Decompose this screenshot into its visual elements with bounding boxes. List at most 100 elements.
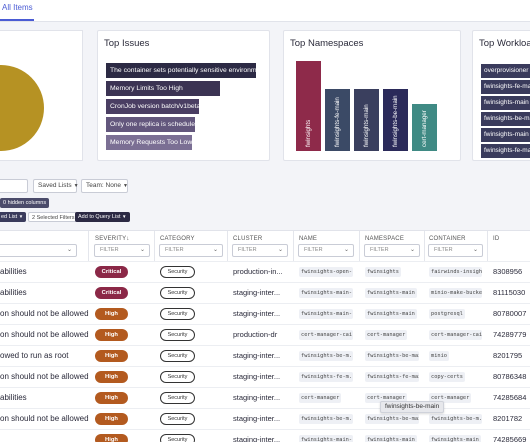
namespace-bar[interactable]: fwinsights-be-main <box>383 89 408 151</box>
id-header[interactable]: ID <box>493 236 500 242</box>
chevron-down-icon: ⌄ <box>139 247 145 253</box>
row-title: on should not be allowed <box>0 330 89 339</box>
workload-bar[interactable]: fwinsights-main <box>481 96 530 110</box>
cluster-cell: staging-inter... <box>233 351 281 360</box>
list-button[interactable]: ed List ▼ <box>0 212 27 222</box>
container-header[interactable]: CONTAINER <box>429 236 466 242</box>
severity-badge: High <box>95 371 128 383</box>
row-title: on should not be allowed <box>0 309 89 318</box>
saved-lists-label: Saved Lists <box>38 182 72 189</box>
category-badge: Security <box>160 308 195 320</box>
namespace-cell: fwinsights-fe-main <box>365 372 419 382</box>
category-header[interactable]: CATEGORY <box>160 236 195 242</box>
name-cell: fwinsights-main-... <box>299 309 353 319</box>
severity-badge: High <box>95 329 128 341</box>
issue-bar[interactable]: Memory Requests Too Low <box>106 135 192 150</box>
add-to-query-list-button[interactable]: Add to Query List ▼ <box>75 212 130 222</box>
cluster-header[interactable]: CLUSTER <box>233 236 263 242</box>
category-filter[interactable]: FILTER ⌄ <box>159 244 223 257</box>
table-row[interactable]: on should not be allowed High Security stag… <box>0 303 530 324</box>
name-filter[interactable]: FILTER ⌄ <box>298 244 354 257</box>
table-row[interactable]: abilities Critical Security staging-inter..… <box>0 282 530 303</box>
namespace-filter[interactable]: FILTER ⌄ <box>364 244 420 257</box>
table-row[interactable]: owed to run as root High Security staging-i… <box>0 345 530 366</box>
tab-all-items[interactable]: All Items <box>2 3 33 12</box>
name-header[interactable]: NAME <box>299 236 318 242</box>
workload-bar[interactable]: fwinsights-be-main <box>481 112 530 126</box>
workload-bar[interactable]: overprovisioner <box>481 64 530 78</box>
table-row[interactable]: on should not be allowed High Security stag… <box>0 408 530 429</box>
table-row[interactable]: High Security staging-inter... fwinsights-m… <box>0 429 530 442</box>
category-badge: Security <box>160 434 195 442</box>
severity-filter[interactable]: FILTER ⌄ <box>94 244 150 257</box>
namespace-cell: fwinsights-main <box>365 309 417 319</box>
namespace-bar[interactable]: cert-manager <box>412 104 437 151</box>
chevron-down-icon: ▼ <box>123 183 128 189</box>
top-issues-title: Top Issues <box>104 38 150 49</box>
filter-placeholder: FILTER <box>434 247 453 253</box>
issue-bar[interactable]: Memory Limits Too High <box>106 81 220 96</box>
title-filter[interactable]: ⌄ <box>0 244 77 257</box>
name-cell: fwinsights-be-m... <box>299 414 353 424</box>
namespace-bar[interactable]: fwinsights-fe-main <box>325 89 350 151</box>
name-cell: fwinsights-fe-m... <box>299 372 353 382</box>
table-row[interactable]: abilities High Security staging-inter... cer… <box>0 387 530 408</box>
name-cell: fwinsights-main-... <box>299 288 353 298</box>
saved-lists-dropdown[interactable]: Saved Lists ▼ <box>33 179 79 193</box>
workload-bar[interactable]: fwinsights-fe-main <box>481 144 530 158</box>
filter-placeholder: FILTER <box>304 247 323 253</box>
name-cell: fwinsights-be-m... <box>299 351 353 361</box>
category-badge: Security <box>160 413 195 425</box>
namespace-bar-label: fwinsights <box>305 119 312 147</box>
selected-filters-button[interactable]: 2 Selected Filters <box>28 212 79 222</box>
container-filter[interactable]: FILTER ⌄ <box>428 244 483 257</box>
issue-bar[interactable]: The container sets potentially sensitive… <box>106 63 256 78</box>
filter-placeholder: FILTER <box>238 247 257 253</box>
category-badge: Security <box>160 329 195 341</box>
row-title: on should not be allowed <box>0 414 89 423</box>
issue-bar[interactable]: Only one replica is scheduled <box>106 117 195 132</box>
chevron-down-icon: ⌄ <box>66 247 72 253</box>
top-namespaces-title: Top Namespaces <box>290 38 364 49</box>
category-badge: Security <box>160 350 195 362</box>
cluster-cell: staging-inter... <box>233 393 281 402</box>
id-cell: 80780007 <box>493 309 527 318</box>
team-label: Team: None <box>86 182 122 189</box>
namespace-bar-label: fwinsights-main <box>363 104 370 147</box>
namespace-bar[interactable]: fwinsights <box>296 61 321 151</box>
column-divider <box>227 231 228 261</box>
cluster-filter[interactable]: FILTER ⌄ <box>232 244 288 257</box>
column-divider <box>424 231 425 261</box>
id-cell: 8201782 <box>493 414 523 423</box>
workload-bar[interactable]: fwinsights-fe-main <box>481 80 530 94</box>
namespace-bar-label: cert-manager <box>421 110 428 147</box>
severity-header[interactable]: SEVERITY↓ <box>95 236 129 242</box>
category-badge: Security <box>160 371 195 383</box>
severity-pie-slice[interactable] <box>0 65 44 151</box>
severity-badge: High <box>95 308 128 320</box>
chevron-down-icon: ▼ <box>18 214 24 219</box>
namespace-header[interactable]: NAMESPACE <box>365 236 405 242</box>
hidden-columns-button[interactable]: 0 hidden columns <box>0 198 50 208</box>
namespace-bar[interactable]: fwinsights-main <box>354 89 379 151</box>
chevron-down-icon: ⌄ <box>277 247 283 253</box>
add-to-query-label: Add to Query List <box>78 214 121 220</box>
severity-badge: High <box>95 413 128 425</box>
cluster-cell: staging-inter... <box>233 288 281 297</box>
namespace-bar-label: fwinsights-be-main <box>392 95 399 147</box>
table-row[interactable]: on should not be allowed High Security stag… <box>0 366 530 387</box>
sort-arrow-icon: ↓ <box>126 236 130 242</box>
chevron-down-icon: ▼ <box>73 183 79 189</box>
table-row[interactable]: on should not be allowed High Security prod… <box>0 324 530 345</box>
category-badge: Security <box>160 266 195 278</box>
container-cell: fwinsights-main <box>429 435 481 442</box>
container-cell: minio <box>429 351 449 361</box>
team-dropdown[interactable]: Team: None ▼ <box>81 179 128 193</box>
table-row[interactable]: abilities Critical Security production-in..… <box>0 261 530 282</box>
search-input[interactable] <box>0 179 28 193</box>
namespace-cell: cert-manager <box>365 330 408 340</box>
container-cell: minio-make-bucke... <box>429 288 482 298</box>
issue-bar[interactable]: CronJob version batch/v1beta1 <box>106 99 199 114</box>
workload-bar[interactable]: fwinsights-main <box>481 128 530 142</box>
severity-badge: High <box>95 392 128 404</box>
